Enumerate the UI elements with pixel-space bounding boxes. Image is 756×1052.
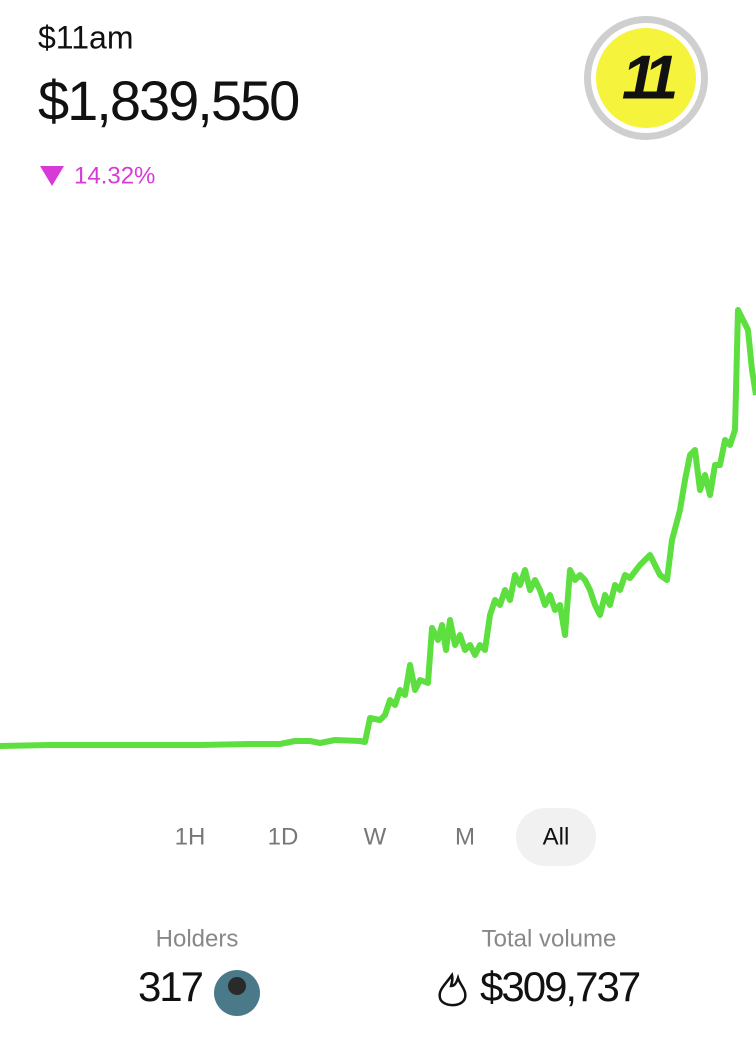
change: 14.32% [74, 162, 155, 189]
timeframe-tab[interactable]: 1D [268, 823, 299, 850]
timeframe-tab[interactable]: M [455, 823, 475, 850]
volume-value: $309,737 [480, 963, 640, 1010]
holders-count: 317 [138, 963, 203, 1010]
selected-pill [516, 808, 596, 866]
ticker: $11am [38, 19, 133, 55]
timeframe-tab[interactable]: 1H [175, 823, 206, 850]
timeframe-tab[interactable]: W [364, 823, 387, 850]
flame-icon [438, 972, 467, 1007]
holders-label: Holders [156, 925, 239, 952]
avatar-head [228, 977, 246, 995]
price-chart [0, 307, 756, 749]
logo-text: 11 [622, 43, 676, 112]
price: $1,839,550 [38, 69, 298, 132]
timeframe-tab[interactable]: All [543, 823, 570, 850]
price-line [0, 307, 756, 749]
logo-bg [596, 28, 696, 128]
timeframe-tabs: 1H 1D W M All [175, 823, 570, 850]
down-arrow [40, 166, 64, 186]
volume-label: Total volume [482, 925, 617, 952]
